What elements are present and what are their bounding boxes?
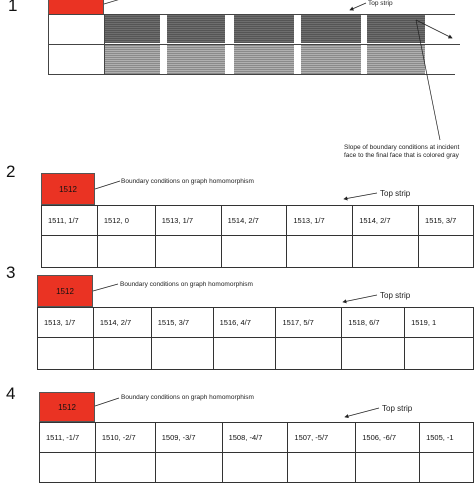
panel-3-boundary-label: Boundary conditions on graph homomorphis… xyxy=(120,281,253,288)
panel-4-red-label: 1512 xyxy=(58,402,76,412)
panel-3-top-strip-arrow xyxy=(342,294,378,304)
panel-4-cell: 1505, -1 xyxy=(419,422,474,453)
panel-1-red-box-leader xyxy=(103,0,119,5)
panel-1-light-cell xyxy=(105,45,160,74)
panel-3-strip-table: 1513, 1/7 1514, 2/7 1515, 3/7 1516, 4/7 … xyxy=(37,307,474,370)
panel-1-slope-arrow xyxy=(415,19,453,39)
table-row xyxy=(41,235,474,268)
panel-1-slope-note: Slope of boundary conditions at incident… xyxy=(344,144,460,160)
panel-3-empty-cell xyxy=(404,337,474,370)
panel-1-row-divider xyxy=(48,44,460,45)
panel-3-red-label: 1512 xyxy=(56,286,74,296)
panel-1-dark-cell xyxy=(167,15,225,43)
panel-2-boundary-label: Boundary conditions on graph homomorphis… xyxy=(121,178,254,185)
panel-3-top-strip-label: Top strip xyxy=(380,291,411,300)
panel-3-empty-cell xyxy=(275,337,343,370)
panel-3-empty-cell xyxy=(92,337,152,370)
panel-1-light-cell xyxy=(234,45,294,74)
panel-2-cell: 1511, 1/7 xyxy=(41,205,98,236)
panel-2-cell: 1513, 1/7 xyxy=(154,205,222,236)
panel-2-red-box: 1512 xyxy=(41,173,95,205)
panel-1-dark-cell xyxy=(367,15,425,43)
panel-1-number: 1 xyxy=(8,0,18,15)
panel-3-cell: 1515, 3/7 xyxy=(150,307,214,338)
panel-3-empty-cell xyxy=(150,337,214,370)
panel-1-light-cell xyxy=(301,45,361,74)
panel-3-cell: 1514, 2/7 xyxy=(92,307,152,338)
panel-1-dark-cell xyxy=(301,15,361,43)
panel-1-col-divider xyxy=(104,14,105,75)
panel-2-empty-cell xyxy=(418,235,474,268)
table-row: 1513, 1/7 1514, 2/7 1515, 3/7 1516, 4/7 … xyxy=(37,307,474,338)
panel-4-cell: 1511, -1/7 xyxy=(39,422,96,453)
panel-2-empty-cell xyxy=(96,235,156,268)
panel-4-cell: 1506, -6/7 xyxy=(355,422,421,453)
panel-3-empty-cell xyxy=(341,337,406,370)
panel-1-light-cell xyxy=(367,45,425,74)
panel-1-dark-cell xyxy=(234,15,294,43)
panel-4-cell: 1509, -3/7 xyxy=(154,422,223,453)
panel-2-cell: 1513, 1/7 xyxy=(286,205,354,236)
panel-3-boundary-leader xyxy=(92,283,119,292)
panel-1-top-strip-arrow xyxy=(349,2,367,11)
panel-1-light-cell xyxy=(167,45,225,74)
panel-2-strip-table: 1511, 1/7 1512, 0 1513, 1/7 1514, 2/7 15… xyxy=(41,205,474,268)
panel-2-top-strip-label: Top strip xyxy=(380,189,411,198)
panel-3-number: 3 xyxy=(6,263,16,282)
panel-3-empty-cell xyxy=(212,337,277,370)
panel-4-boundary-leader xyxy=(94,397,120,407)
table-row: 1511, -1/7 1510, -2/7 1509, -3/7 1508, -… xyxy=(39,422,474,453)
panel-3-empty-cell xyxy=(37,337,94,370)
panel-2-boundary-leader xyxy=(94,180,121,190)
panel-2-top-strip-arrow xyxy=(343,192,378,201)
panel-2-number: 2 xyxy=(6,162,16,181)
panel-2-empty-cell xyxy=(41,235,98,268)
panel-4-cell: 1508, -4/7 xyxy=(221,422,289,453)
panel-3-cell: 1519, 1 xyxy=(404,307,474,338)
panel-1-top-strip-label: Top strip xyxy=(368,0,393,7)
panel-1-slope-leader xyxy=(415,19,441,141)
panel-4-red-box: 1512 xyxy=(39,392,95,422)
panel-4-boundary-label: Boundary conditions on graph homomorphis… xyxy=(121,394,254,401)
table-row xyxy=(37,337,474,370)
panel-4-number: 4 xyxy=(6,384,16,403)
panel-4-top-strip-arrow xyxy=(344,407,380,419)
panel-2-red-label: 1512 xyxy=(59,184,77,194)
panel-1-dark-cell xyxy=(105,15,160,43)
panel-2-empty-cell xyxy=(154,235,222,268)
panel-3-red-box: 1512 xyxy=(37,275,93,307)
panel-4-top-strip-label: Top strip xyxy=(382,404,413,413)
